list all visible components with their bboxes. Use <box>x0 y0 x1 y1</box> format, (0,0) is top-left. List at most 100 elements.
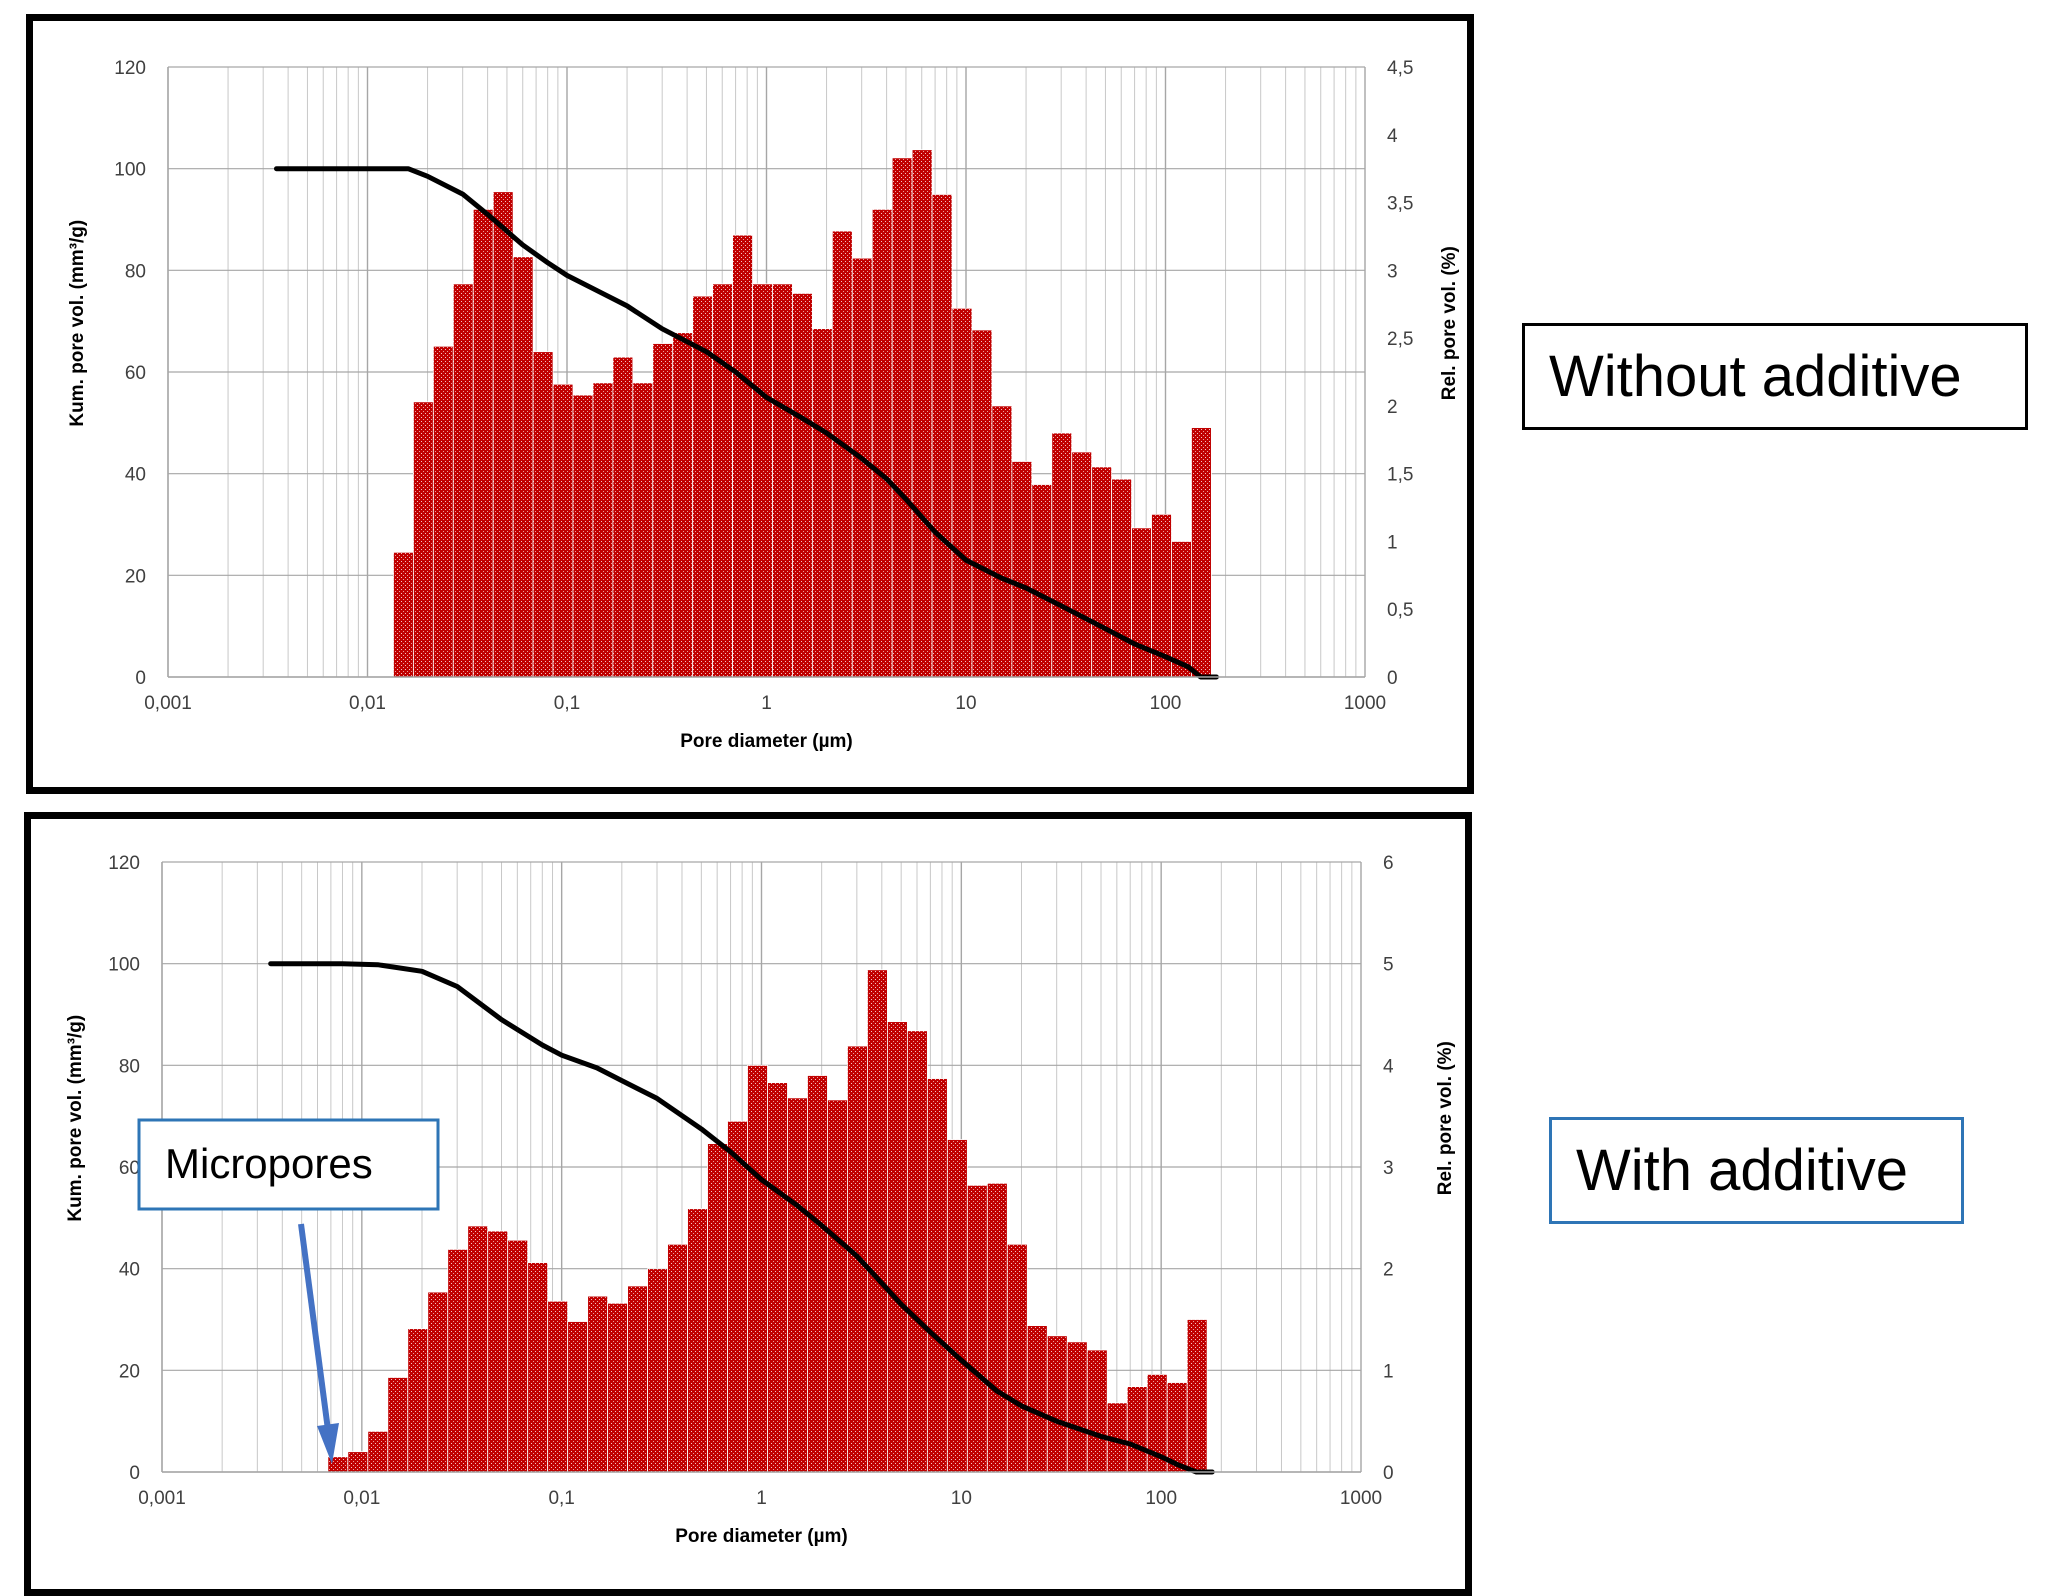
y-tick-label: 0 <box>129 1463 140 1484</box>
y2-tick-label: 3 <box>1383 1158 1394 1179</box>
y-tick-label: 120 <box>108 853 140 874</box>
bar <box>1006 1243 1028 1473</box>
without-additive-label: Without additive <box>1522 323 2028 430</box>
bar <box>831 230 853 678</box>
y-tick-label: 40 <box>119 1260 140 1281</box>
bar <box>986 1182 1008 1473</box>
chart-panel-with-additive: 0,001 0,01 0,1 1 10 100 1000 0 20 40 60 80 100 120 0 1 2… <box>24 812 1472 1596</box>
y-tick-label: 20 <box>119 1361 140 1382</box>
x-tick-label: 10 <box>955 693 976 714</box>
with-additive-label: With additive <box>1549 1117 1964 1224</box>
bar <box>926 1078 948 1473</box>
x-tick-label: 1000 <box>1344 693 1386 714</box>
y2-tick-label: 3 <box>1387 261 1398 282</box>
bar <box>587 1295 609 1473</box>
bar <box>512 256 534 678</box>
bar <box>891 157 913 678</box>
y-tick-label: 80 <box>119 1056 140 1077</box>
bar <box>467 1225 489 1473</box>
y-tick-label: 60 <box>119 1158 140 1179</box>
y-tick-label: 120 <box>114 58 146 79</box>
bar <box>991 405 1013 678</box>
bar <box>946 1139 968 1473</box>
bar <box>1171 541 1192 678</box>
bar <box>472 208 494 678</box>
bar <box>647 1268 668 1473</box>
bar <box>1031 484 1053 678</box>
micropores-arrow <box>298 1223 331 1431</box>
bar <box>487 1230 509 1473</box>
bar <box>552 383 574 678</box>
bar <box>367 1430 389 1473</box>
bar <box>931 194 953 678</box>
bar <box>532 351 554 678</box>
bar <box>347 1451 369 1473</box>
bar-series <box>393 149 1212 678</box>
bar <box>1071 451 1093 678</box>
bar-series <box>327 969 1208 1473</box>
y2-tick-label: 6 <box>1383 853 1394 874</box>
cumulative-line <box>274 166 1219 680</box>
bar <box>867 969 888 1473</box>
bar <box>432 345 454 678</box>
bar <box>607 1302 629 1473</box>
y-axis-title: Kum. pore vol. (mm³/g) <box>65 1015 86 1222</box>
bar <box>627 1285 648 1473</box>
chart-without-additive: 0,001 0,01 0,1 1 10 100 100002040608010012000,… <box>67 58 1460 752</box>
y-axis-title: Kum. pore vol. (mm³/g) <box>67 220 88 427</box>
bar <box>1191 427 1212 678</box>
y2-tick-label: 1,5 <box>1387 465 1413 486</box>
y-tick-label: 40 <box>125 465 146 486</box>
x-tick-label: 0,1 <box>548 1488 574 1509</box>
bar <box>792 292 813 678</box>
bar <box>1011 461 1033 678</box>
y2-tick-label: 4 <box>1387 126 1398 147</box>
bar <box>811 328 833 678</box>
chart-panel-without-additive: 0,001 0,01 0,1 1 10 100 1000 0 20 40 60 80 100 120 0 0,… <box>26 14 1474 794</box>
x-tick-label: 0,001 <box>144 693 192 714</box>
chart-with-additive: 0,001 0,01 0,1 1 10 100 1000020406080100120012… <box>65 853 1456 1547</box>
bar <box>492 191 514 678</box>
x-tick-label: 100 <box>1145 1488 1177 1509</box>
y2-tick-label: 2 <box>1383 1260 1394 1281</box>
bar <box>767 1082 788 1473</box>
y2-tick-label: 5 <box>1383 955 1394 976</box>
bar <box>1131 527 1152 678</box>
bar <box>407 1328 429 1473</box>
bar <box>772 283 793 678</box>
bar <box>886 1021 908 1473</box>
y-tick-label: 100 <box>108 955 140 976</box>
x-tick-label: 0,01 <box>343 1488 380 1509</box>
bar <box>1026 1325 1048 1473</box>
y-tick-label: 80 <box>125 261 146 282</box>
bar <box>567 1321 589 1473</box>
y2-tick-label: 2 <box>1387 397 1398 418</box>
micropores-label: Micropores <box>165 1140 373 1187</box>
bar <box>1051 432 1073 678</box>
bar <box>547 1300 569 1473</box>
bar <box>572 394 594 678</box>
bar <box>612 356 634 678</box>
bar <box>787 1097 808 1473</box>
x-tick-label: 1 <box>756 1488 767 1509</box>
bar <box>906 1030 928 1473</box>
bar <box>393 551 414 678</box>
x-tick-label: 0,01 <box>349 693 386 714</box>
bar <box>632 382 654 678</box>
y2-tick-label: 1 <box>1383 1361 1394 1382</box>
bar <box>1046 1335 1068 1473</box>
bar <box>1111 478 1132 678</box>
bar <box>966 1184 988 1473</box>
bar <box>747 1064 768 1473</box>
without-additive-text: Without additive <box>1549 344 1962 409</box>
x-tick-label: 1000 <box>1340 1488 1382 1509</box>
y2-tick-label: 1 <box>1387 532 1398 553</box>
bar <box>727 1120 748 1473</box>
bar <box>507 1239 529 1473</box>
bar <box>871 208 893 678</box>
bar <box>752 283 773 678</box>
with-additive-text: With additive <box>1576 1138 1909 1203</box>
bar <box>911 149 933 678</box>
y2-tick-label: 2,5 <box>1387 329 1413 350</box>
x-tick-label: 10 <box>951 1488 972 1509</box>
